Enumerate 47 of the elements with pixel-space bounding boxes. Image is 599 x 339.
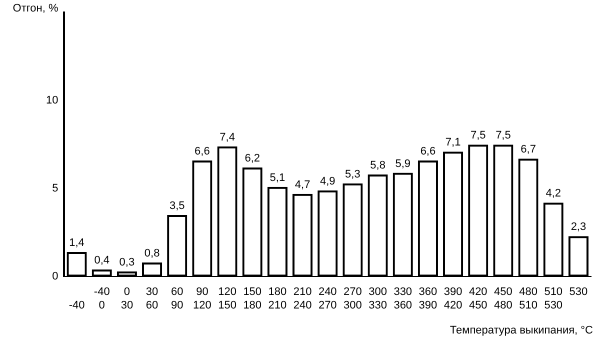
x-tick-label: 90 120 — [193, 286, 212, 312]
data-label: 3,5 — [169, 200, 185, 212]
x-tick-label: 450 480 — [494, 286, 512, 312]
data-label: 5,1 — [270, 172, 286, 184]
x-axis-title: Температура выкипания, °C — [450, 324, 594, 337]
x-tick-label: 150 180 — [243, 286, 262, 312]
x-tick-label: 240 270 — [318, 286, 337, 312]
x-tick-label: 480 510 — [519, 286, 538, 312]
data-label: 6,2 — [244, 152, 260, 164]
data-label: 1,4 — [69, 236, 84, 249]
x-tick-label: 360 390 — [418, 286, 438, 312]
x-tick-label: 210 240 — [293, 286, 312, 312]
data-label: 4,2 — [546, 188, 562, 200]
x-tick-label: 30 60 — [146, 286, 158, 312]
x-tick-label: 180 210 — [268, 286, 287, 312]
data-label: 7,5 — [470, 130, 486, 142]
data-label: 7,1 — [445, 136, 461, 149]
data-label: 0,3 — [119, 256, 135, 268]
y-axis-title: Отгон, % — [12, 2, 58, 15]
data-label: 4,9 — [320, 175, 336, 188]
data-label: 6,7 — [520, 144, 536, 156]
data-label: 0,4 — [94, 254, 110, 267]
x-tick-label: 510 530 — [544, 286, 563, 312]
data-label: 7,5 — [496, 130, 511, 142]
x-tick-label: 60 90 — [170, 286, 184, 312]
x-tick-label: 0 30 — [120, 286, 134, 312]
data-label: 6,6 — [194, 145, 210, 158]
data-label: 5,9 — [395, 158, 411, 170]
x-tick-label: 530 — [569, 286, 588, 298]
x-tick-label: 330 360 — [394, 286, 412, 312]
data-label: 5,3 — [345, 168, 360, 180]
x-tick-label: 270 300 — [344, 286, 362, 312]
data-label: 0,8 — [144, 248, 160, 260]
x-tick-label: -40 0 — [94, 286, 110, 312]
x-tick-label: 120 150 — [218, 286, 236, 312]
y-tick-label: 5 — [52, 182, 58, 195]
data-label: 4,7 — [294, 178, 310, 191]
data-label: 7,4 — [220, 131, 235, 144]
x-tick-label: -40 — [68, 299, 85, 312]
x-tick-label: 300 330 — [368, 286, 387, 312]
data-label: 2,3 — [570, 221, 586, 234]
x-tick-label: 390 420 — [444, 286, 462, 312]
y-tick-label: 0 — [52, 270, 58, 283]
x-tick-label: 420 450 — [468, 286, 488, 312]
data-label: 5,8 — [370, 160, 386, 172]
data-label: 6,6 — [420, 145, 436, 158]
y-tick-label: 10 — [46, 94, 58, 107]
